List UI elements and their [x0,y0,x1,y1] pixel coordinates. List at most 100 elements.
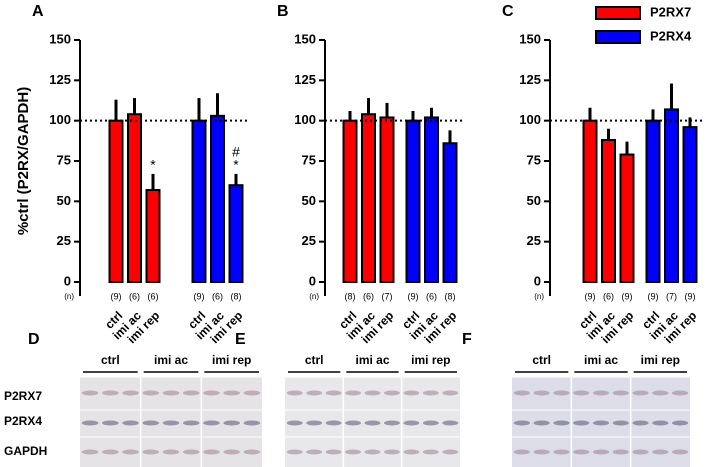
y-tick-label: 50 [302,193,316,208]
blot-band [403,390,420,396]
n-label: (6) [148,291,159,301]
blot-band [573,390,590,396]
bar [228,184,244,283]
blot-band [306,390,323,396]
bar [442,142,458,283]
group-label: ctrl [101,353,120,367]
blot-band [223,449,240,455]
y-tick-label: 0 [64,273,71,288]
n-label: (8) [231,291,242,301]
blot-band [243,390,261,396]
blot-band [286,390,303,396]
group-label: ctrl [532,353,551,367]
bar [601,139,616,283]
blot-band [553,420,570,426]
blot-band [652,390,669,396]
blot-band [142,390,160,396]
blot-band [513,390,530,396]
blot-band [364,390,381,396]
blot-band [182,390,200,396]
blot-band [102,420,119,426]
blot-band [102,390,119,396]
bar [619,153,635,283]
blot-band [513,449,530,455]
bar [145,189,161,283]
y-tick-label: 150 [49,31,71,46]
y-tick-label: 150 [519,31,541,46]
blot-band [122,420,139,426]
legend-swatch [595,6,641,20]
blot-band [223,420,240,426]
bar [582,119,598,283]
n-label: (9) [585,291,596,301]
n-label: (6) [603,291,614,301]
blot-band [553,390,570,396]
blot-band [672,420,689,426]
bar [342,119,358,283]
legend-label: P2RX7 [650,4,691,19]
significance-mark: * [233,157,239,173]
group-label: imi rep [411,353,450,367]
blot-band [513,420,530,426]
significance-mark: * [150,157,156,173]
y-tick-label: 50 [527,193,541,208]
blot-band [325,449,342,455]
group-label: ctrl [305,353,324,367]
n-label: (8) [445,291,456,301]
y-tick-label: 25 [302,233,316,248]
blot-band [81,390,99,396]
blot-band [142,420,160,426]
panel-label: D [28,331,40,348]
y-tick-label: 125 [294,72,316,87]
n-label: (6) [426,291,437,301]
n-label: (9) [408,291,419,301]
blot-band [652,420,669,426]
blot-band [142,449,160,455]
blot-band [592,390,610,396]
blot-band [203,449,220,455]
blot-band [306,449,323,455]
legend-label: P2RX4 [650,28,692,43]
panel-label: F [462,331,472,348]
n-label: (8) [345,291,356,301]
n-axis-label: (n) [309,292,319,301]
blot-band [632,390,649,396]
y-tick-label: 75 [302,152,316,167]
blot-band [612,449,629,455]
group-label: imi ac [154,353,188,367]
blot-band [672,390,689,396]
blot-band [612,420,629,426]
n-axis-label: (n) [534,292,544,301]
n-label: (9) [111,291,122,301]
y-tick-label: 100 [49,112,71,127]
panel-label: C [502,3,514,20]
blot-band [162,420,180,426]
y-tick-label: 25 [57,233,71,248]
y-tick-label: 75 [527,152,541,167]
row-label: GAPDH [4,444,47,458]
n-label: (6) [363,291,374,301]
blot-band [325,420,342,426]
bar [664,108,679,283]
blot-band [442,449,459,455]
n-label: (9) [648,291,659,301]
blot-band [403,449,420,455]
group-label: imi rep [212,353,251,367]
blot-band [533,390,550,396]
blot-band [203,390,220,396]
blot-band [442,390,459,396]
bar [210,114,225,284]
blot-band [592,449,610,455]
blot-band [182,449,200,455]
blot-band [592,420,610,426]
n-axis-label: (n) [64,292,74,301]
n-label: (9) [194,291,205,301]
bar [424,116,439,283]
blot-band [81,420,99,426]
panel-label: B [277,3,289,20]
n-label: (7) [382,291,393,301]
significance-mark: # [232,144,240,160]
blot-band [162,390,180,396]
n-label: (6) [129,291,140,301]
blot-band [243,449,261,455]
